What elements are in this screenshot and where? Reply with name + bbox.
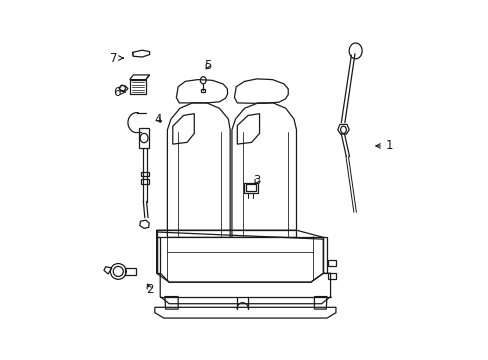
Bar: [327, 260, 335, 266]
Text: 1: 1: [375, 139, 393, 152]
Text: 2: 2: [145, 283, 153, 296]
Text: 7: 7: [110, 51, 123, 64]
Text: 4: 4: [154, 113, 162, 126]
Bar: [140, 172, 149, 176]
Bar: [125, 267, 136, 275]
Text: 6: 6: [113, 86, 124, 99]
Text: 5: 5: [204, 59, 211, 72]
Bar: [327, 273, 335, 279]
Text: 3: 3: [253, 174, 260, 186]
Bar: [139, 128, 149, 148]
Bar: [140, 179, 149, 184]
Bar: [245, 184, 256, 192]
Bar: [201, 89, 205, 92]
Bar: [244, 183, 258, 193]
